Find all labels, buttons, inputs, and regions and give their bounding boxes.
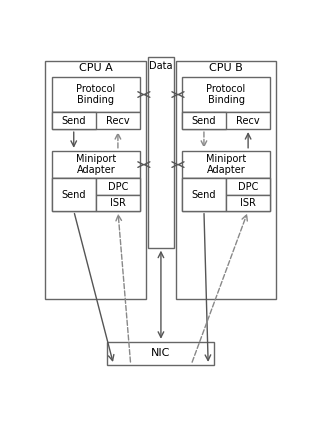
Bar (182, 112, 226, 129)
Bar (96, 179, 140, 195)
Text: DPC: DPC (238, 181, 258, 192)
Bar (226, 179, 270, 195)
Text: NIC: NIC (151, 348, 171, 358)
Bar (51, 179, 96, 211)
Text: Recv: Recv (106, 116, 130, 126)
Text: Data: Data (149, 61, 173, 71)
Text: Send: Send (62, 116, 86, 126)
Bar (182, 179, 270, 211)
Text: Recv: Recv (236, 116, 260, 126)
Text: CPU A: CPU A (79, 63, 113, 73)
Bar (51, 151, 140, 179)
Bar (107, 342, 214, 365)
Bar (51, 112, 96, 129)
Bar (96, 195, 140, 211)
Text: Send: Send (192, 189, 216, 200)
Bar (176, 62, 276, 299)
Bar (226, 195, 270, 211)
Bar (148, 57, 174, 248)
Text: DPC: DPC (108, 181, 128, 192)
Text: Miniport
Adapter: Miniport Adapter (76, 154, 116, 176)
Text: CPU B: CPU B (209, 63, 243, 73)
Text: Protocol
Binding: Protocol Binding (76, 84, 116, 106)
Text: ISR: ISR (110, 198, 126, 208)
Text: ISR: ISR (240, 198, 256, 208)
Bar (51, 179, 140, 211)
Text: Protocol
Binding: Protocol Binding (206, 84, 246, 106)
Bar (46, 62, 146, 299)
Bar (182, 151, 270, 179)
Bar (182, 112, 270, 129)
Text: Miniport
Adapter: Miniport Adapter (206, 154, 246, 176)
Bar (182, 77, 270, 112)
Bar (51, 112, 140, 129)
Bar (182, 179, 226, 211)
Text: Send: Send (62, 189, 86, 200)
Bar (51, 77, 140, 112)
Text: Send: Send (192, 116, 216, 126)
